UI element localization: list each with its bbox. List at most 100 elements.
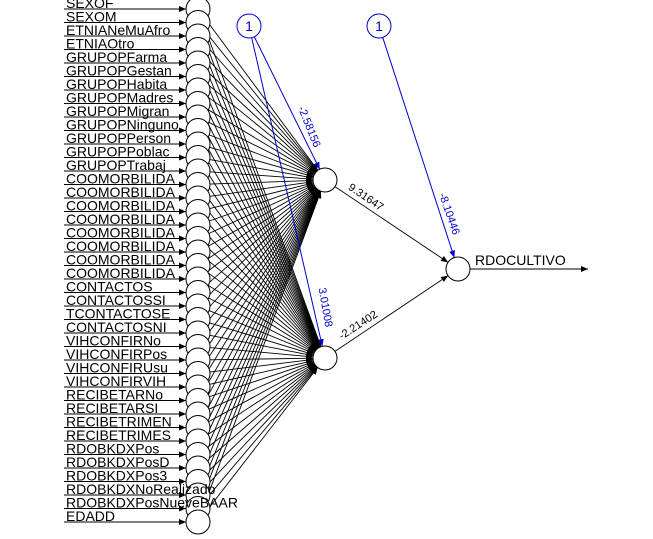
- input-hidden-edge: [209, 181, 314, 210]
- input-hidden-edge: [205, 220, 318, 350]
- hidden-node: [312, 167, 338, 193]
- input-hidden-edge: [208, 297, 315, 353]
- input-hidden-edge: [207, 83, 316, 173]
- input-label: GRUPOPTrabaj: [66, 157, 166, 173]
- input-label: RDOBKDXPosNueveBAAR: [66, 495, 238, 511]
- input-hidden-edge: [204, 180, 319, 349]
- input-label: VIHCONFIRPos: [66, 346, 167, 362]
- input-label: CONTACTOSNI: [66, 319, 167, 335]
- nodes: [185, 0, 471, 535]
- input-hidden-edge: [207, 364, 316, 448]
- input-label: GRUPOPNinguno: [66, 117, 179, 133]
- input-hidden-edge: [203, 154, 320, 348]
- input-hidden-edge: [206, 188, 317, 298]
- input-label: RECIBETRIMES: [66, 427, 171, 443]
- input-hidden-edge: [202, 190, 321, 458]
- input-hidden-edge: [208, 109, 315, 175]
- input-hidden-edge: [208, 362, 315, 410]
- input-label: COOMORBILIDA: [66, 238, 176, 254]
- input-hidden-edge: [205, 188, 318, 325]
- input-label: GRUPOPMigran: [66, 103, 169, 119]
- input-hidden-edge: [207, 284, 316, 353]
- input-hidden-edge: [209, 159, 314, 180]
- input-label: COOMORBILIDA: [66, 184, 176, 200]
- input-hidden-edge: [201, 46, 322, 348]
- input-label: CONTACTOS: [66, 279, 153, 295]
- input-label: COOMORBILIDA: [66, 265, 176, 281]
- input-label: SEXOF: [66, 0, 113, 11]
- input-label: EDADD: [66, 508, 115, 524]
- input-hidden-edge: [205, 188, 318, 311]
- input-hidden-edge: [202, 60, 321, 348]
- input-label: VIHCONFIRNo: [66, 333, 161, 349]
- input-hidden-edge: [206, 57, 317, 172]
- input-label: RDOBKDXNoRealizado: [66, 481, 216, 497]
- input-label: GRUPOPGestan: [66, 63, 172, 79]
- input-label: RECIBETARNo: [66, 387, 163, 403]
- input-hidden-edge: [207, 186, 316, 260]
- input-label: ETNIANeMuAfro: [66, 22, 170, 38]
- input-hidden-edge: [204, 189, 319, 338]
- input-label: GRUPOPMadres: [66, 90, 173, 106]
- input-hidden-edge: [202, 190, 321, 485]
- input-hidden-edge: [205, 366, 318, 487]
- input-label: COOMORBILIDA: [66, 198, 176, 214]
- input-hidden-edge: [209, 171, 314, 182]
- input-hidden-edge: [206, 70, 317, 173]
- input-hidden-edge: [209, 179, 314, 197]
- input-hidden-edge: [207, 187, 316, 272]
- input-hidden-edge: [204, 167, 319, 349]
- input-hidden-edge: [208, 121, 315, 176]
- input-hidden-edge: [205, 366, 318, 500]
- input-label: RDOBKDXPosD: [66, 454, 169, 470]
- input-hidden-edge: [202, 190, 321, 431]
- input-hidden-edge: [203, 190, 320, 391]
- input-hidden-edge: [203, 140, 320, 348]
- input-hidden-edge: [208, 185, 315, 247]
- input-hidden-edge: [208, 310, 315, 354]
- input-hidden-edge: [209, 359, 314, 385]
- output-bias-node: [366, 13, 392, 39]
- input-label: VIHCONFIRVIH: [66, 373, 166, 389]
- input-label: GRUPOPHabita: [66, 76, 167, 92]
- input-label: TCONTACTOSE: [66, 306, 171, 322]
- input-hidden-edge: [209, 322, 314, 356]
- input-label: COOMORBILIDA: [66, 225, 176, 241]
- input-hidden-edge: [202, 100, 321, 348]
- input-hidden-edge: [209, 177, 314, 185]
- input-hidden-edge: [205, 31, 318, 171]
- input-hidden-edge: [201, 191, 322, 511]
- input-hidden-edge: [202, 87, 321, 348]
- input-hidden-edge: [202, 190, 321, 444]
- input-hidden-edge: [204, 367, 319, 513]
- input-label: RDOBKDXPos: [66, 441, 159, 457]
- hidden-output-edge: [334, 275, 449, 352]
- input-hidden-edge: [205, 207, 318, 349]
- input-hidden-edge: [206, 259, 317, 351]
- input-hidden-edge: [201, 191, 322, 498]
- input-hidden-edge: [204, 193, 319, 349]
- output-bias-label: 1: [375, 18, 383, 34]
- bias-edge: [253, 36, 321, 170]
- input-hidden-edge: [207, 272, 316, 352]
- input-hidden-edge: [205, 44, 318, 172]
- input-hidden-edge: [203, 190, 320, 404]
- bias-edges: [251, 36, 455, 347]
- bias-edge: [251, 37, 324, 347]
- input-hidden-edge: [208, 184, 315, 234]
- input-hidden-edge: [207, 364, 316, 435]
- input-label: RECIBETRIMEN: [66, 414, 172, 430]
- input-hidden-edge: [203, 127, 320, 348]
- input-hidden-edge: [208, 363, 315, 423]
- bias-edge: [382, 37, 455, 258]
- weight-edges: [64, 6, 588, 525]
- input-hidden-edge: [209, 361, 314, 398]
- input-label: SEXOM: [66, 9, 117, 25]
- input-hidden-edge: [202, 73, 321, 348]
- input-hidden-edge: [204, 189, 319, 364]
- input-hidden-edge: [205, 233, 318, 350]
- input-label: ETNIAOtro: [66, 36, 135, 52]
- input-hidden-edge: [203, 190, 320, 418]
- input-hidden-edge: [207, 96, 316, 174]
